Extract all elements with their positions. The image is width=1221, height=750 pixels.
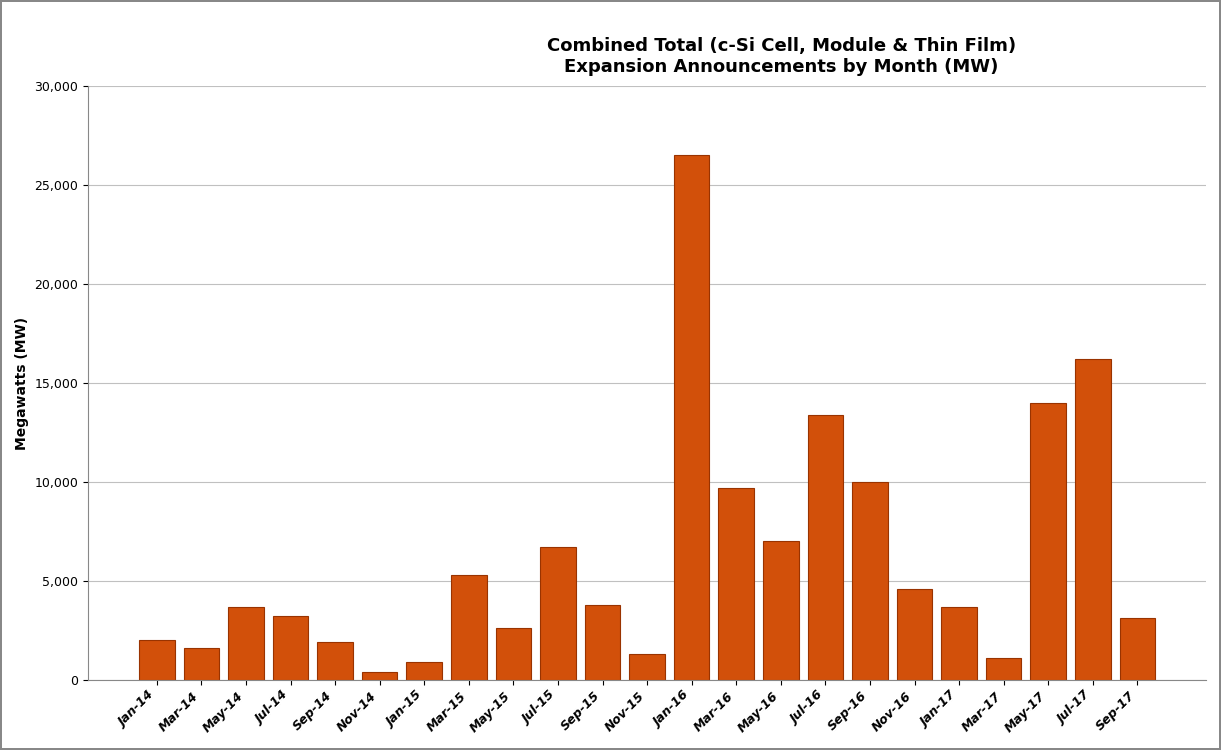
Bar (272, 616, 309, 680)
Bar (718, 488, 755, 680)
Bar (540, 548, 576, 680)
Bar (1074, 359, 1111, 680)
Bar (985, 658, 1022, 680)
Bar (407, 662, 442, 680)
Bar (807, 415, 844, 680)
Bar (1031, 403, 1066, 680)
Bar (852, 482, 888, 680)
Bar (585, 604, 620, 680)
Bar (896, 589, 933, 680)
Bar (361, 672, 398, 680)
Bar (139, 640, 175, 680)
Bar (763, 542, 799, 680)
Bar (674, 155, 709, 680)
Bar (629, 654, 665, 680)
Bar (228, 607, 264, 680)
Bar (1120, 619, 1155, 680)
Bar (183, 648, 220, 680)
Bar (451, 575, 487, 680)
Bar (317, 642, 353, 680)
Bar (941, 607, 977, 680)
Title: Combined Total (c-Si Cell, Module & Thin Film)
Expansion Announcements by Month : Combined Total (c-Si Cell, Module & Thin… (547, 38, 1016, 76)
Bar (496, 628, 531, 680)
Y-axis label: Megawatts (MW): Megawatts (MW) (15, 316, 29, 449)
